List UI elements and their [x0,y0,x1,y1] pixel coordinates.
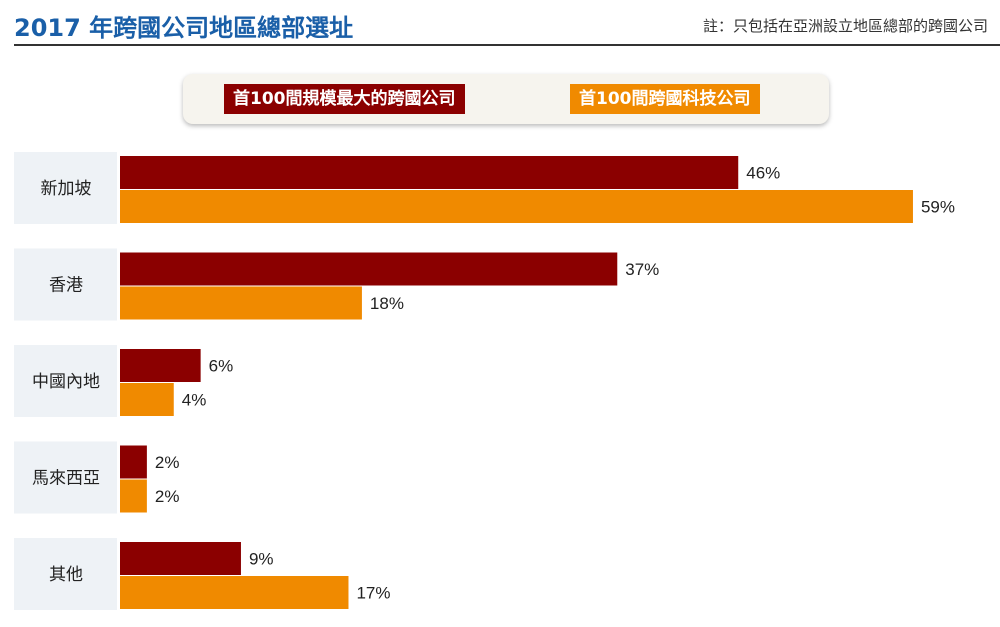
bar-tech-0 [120,190,913,223]
data-label: 4% [182,391,207,410]
category-label: 其他 [49,565,83,585]
category-band-1 [14,248,117,321]
bar-largest-2 [120,349,201,382]
bar-largest-0 [120,156,739,189]
category-band-3 [14,441,117,514]
bar-tech-4 [120,576,349,609]
bar-tech-3 [120,479,147,513]
data-label: 2% [155,487,180,506]
data-label: 18% [370,294,404,313]
legend-entry-largest-companies: 首100間規模最大的跨國公司 [224,84,465,114]
bar-largest-1 [120,252,618,286]
category-label: 香港 [49,276,83,296]
category-label: 馬來西亞 [32,469,100,489]
category-label: 中國內地 [32,372,100,392]
legend: 首100間規模最大的跨國公司 首100間跨國科技公司 [183,74,829,124]
bar-tech-1 [120,286,362,320]
legend-entry-tech-companies: 首100間跨國科技公司 [570,84,760,114]
bar-largest-4 [120,542,241,575]
category-label: 新加坡 [41,179,92,199]
category-band-2 [14,345,117,417]
title-divider [14,44,1000,46]
data-label: 17% [356,584,390,603]
data-label: 46% [746,164,780,183]
data-label: 59% [921,198,955,217]
chart-note: 註：只包括在亞洲設立地區總部的跨國公司 [702,17,988,35]
bar-tech-2 [120,383,174,416]
data-label: 2% [155,453,180,472]
data-label: 9% [249,550,274,569]
category-band-4 [14,538,117,610]
chart-title: 2017 年跨國公司地區總部選址 [14,14,354,42]
category-band-0 [14,152,117,224]
bar-largest-3 [120,445,147,479]
data-label: 37% [625,260,659,279]
data-label: 6% [209,357,234,376]
